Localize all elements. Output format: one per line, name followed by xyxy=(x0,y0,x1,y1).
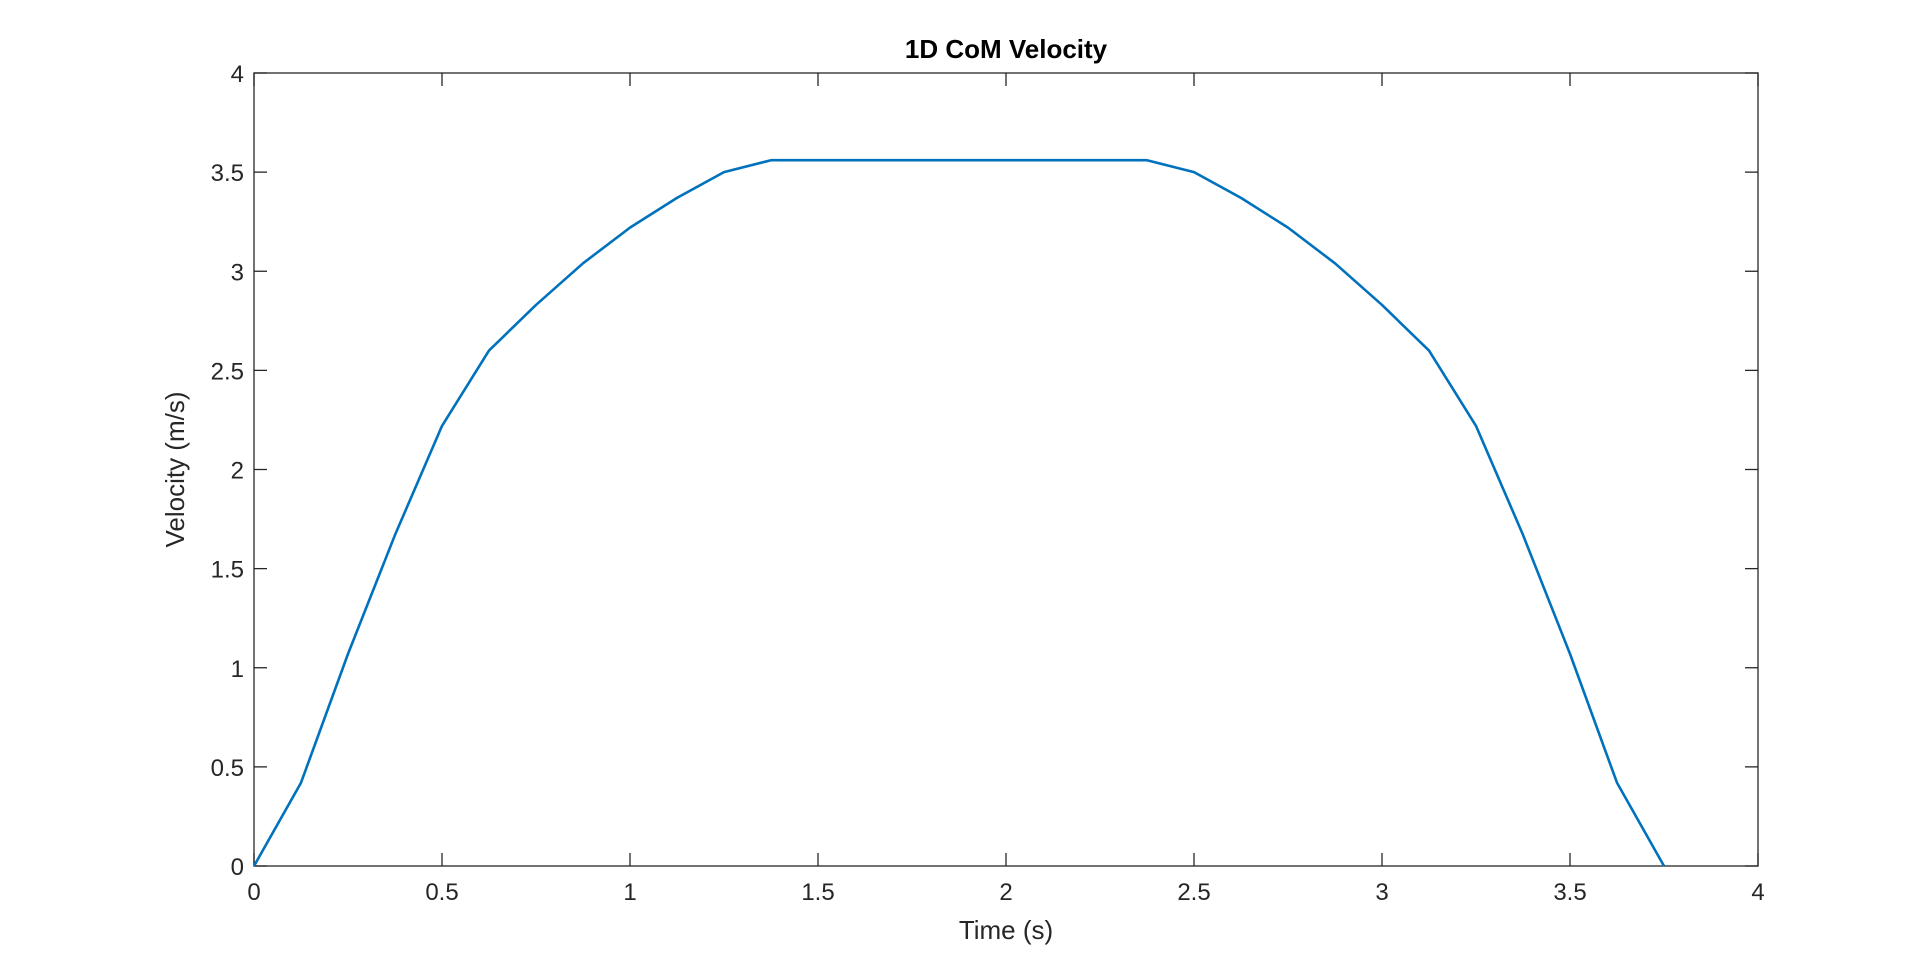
x-tick-label: 0.5 xyxy=(425,879,458,906)
y-tick-label: 1.5 xyxy=(211,557,244,584)
y-tick-label: 2.5 xyxy=(211,358,244,385)
ticks: 0 0.5 1 1.5 2 2.5 3 3.5 4 0 0.5 1 1.5 2 2.5 3 3.5 4 xyxy=(211,61,1765,906)
y-axis-title: Velocity (m/s) xyxy=(160,391,190,547)
axes xyxy=(253,72,1759,867)
x-tick-label: 2 xyxy=(999,879,1012,906)
x-tick-label: 4 xyxy=(1751,879,1764,906)
y-tick-label: 1 xyxy=(231,656,244,683)
y-tick-label: 0 xyxy=(231,854,244,881)
x-tick-label: 3.5 xyxy=(1553,879,1586,906)
series-line xyxy=(252,158,1666,867)
series-layer xyxy=(252,158,1666,867)
plot-area-box xyxy=(253,72,1759,867)
x-tick-label: 1 xyxy=(623,879,636,906)
x-tick-label: 1.5 xyxy=(801,879,834,906)
chart-title: 1D CoM Velocity xyxy=(905,34,1108,64)
y-tick-label: 3.5 xyxy=(211,160,244,187)
x-tick-label: 2.5 xyxy=(1177,879,1210,906)
y-tick-label: 0.5 xyxy=(211,755,244,782)
x-axis-title: Time (s) xyxy=(959,915,1053,945)
y-tick-label: 2 xyxy=(231,458,244,485)
y-tick-label: 3 xyxy=(231,259,244,286)
x-tick-label: 0 xyxy=(247,879,260,906)
y-tick-label: 4 xyxy=(231,61,244,88)
x-tick-label: 3 xyxy=(1375,879,1388,906)
